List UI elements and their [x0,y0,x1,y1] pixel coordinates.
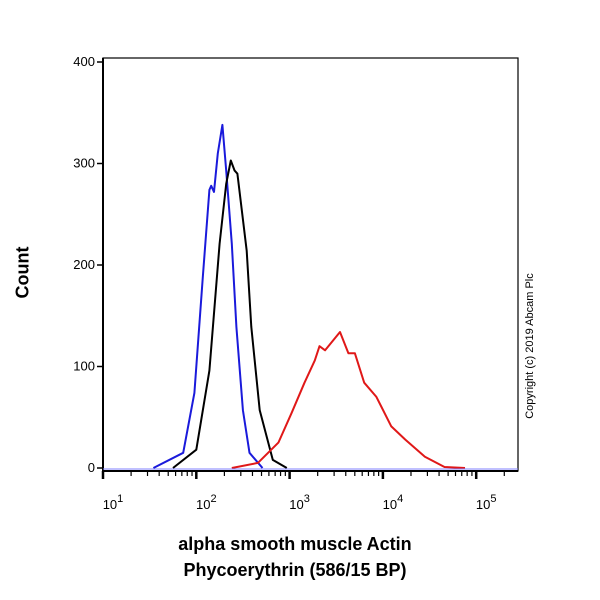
histogram-series-black [172,159,288,469]
x-tick-label: 103 [289,493,310,512]
y-tick-label: 200 [73,257,95,272]
y-axis-label: Count [12,246,33,299]
x-tick-label: 104 [383,493,404,512]
y-tick-label: 0 [88,460,95,475]
x-tick-label: 105 [476,493,497,512]
histogram-series-red [231,331,466,469]
y-tick-label: 400 [73,54,95,69]
y-tick-label: 300 [73,156,95,171]
x-axis-label-line1: alpha smooth muscle Actin [178,534,412,554]
y-tick-label: 100 [73,359,95,374]
histogram-series-blue [152,123,264,469]
plot-frame [102,57,519,472]
x-tick-label: 101 [103,493,124,512]
copyright-text: Copyright (c) 2019 Abcam Plc [524,273,536,419]
x-axis-label-line2: Phycoerythrin (586/15 BP) [183,560,407,580]
x-tick-label: 102 [196,493,217,512]
